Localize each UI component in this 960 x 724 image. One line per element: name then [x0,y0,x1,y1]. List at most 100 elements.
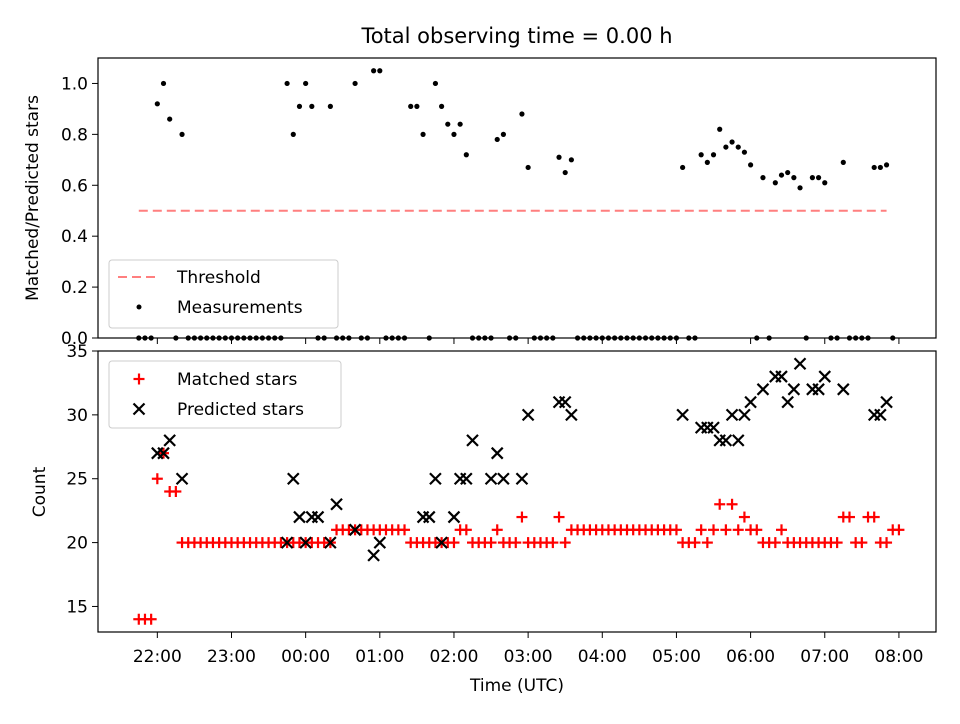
measurement-point [290,131,296,137]
measurement-point [593,335,599,341]
predicted-star-point-stroke [287,472,300,486]
matched-star-point [145,613,157,625]
predicted-star-point [793,357,807,371]
measurement-point [278,335,284,341]
measurement-point [235,335,241,341]
measurement-point [871,164,877,171]
measurement-point [210,335,216,341]
predicted-star-point [175,472,189,486]
predicted-stars-series [151,357,893,562]
predicted-star-point-stroke [756,383,770,396]
predicted-star-point [287,472,300,486]
measurement-point [364,335,371,341]
count-legend: Matched stars Predicted stars [108,360,342,429]
ratio-y-tick-label: 0.6 [61,176,88,196]
predicted-star-point-stroke [707,421,720,434]
predicted-star-point [787,383,801,396]
predicted-star-point [163,434,176,447]
predicted-star-point [497,472,510,486]
predicted-star-point-stroke [324,536,337,549]
measurement-point [828,335,834,341]
measurement-point [544,335,550,341]
matched-star-point [856,537,868,549]
matched-star-point [726,498,738,510]
measurement-point [822,180,828,186]
matched-star-point [738,511,750,523]
count-legend-box [108,360,342,429]
predicted-star-point-stroke [744,395,757,409]
matched-star-point [708,524,720,536]
predicted-star-point [756,383,770,396]
predicted-star-point-stroke [311,510,325,524]
predicted-star-point [330,497,343,511]
matched-star-point [516,511,528,523]
measurement-point [340,335,346,341]
predicted-star-point-stroke [874,408,887,422]
x-tick-label: 06:00 [726,647,775,667]
matched-star-point [831,537,843,549]
count-y-tick-label: 30 [66,406,88,426]
measurement-point [426,335,432,341]
measurement-point [247,335,253,341]
ratio-y-tick-label: 0.8 [61,125,88,145]
measurement-point [778,172,785,178]
predicted-star-point-stroke [515,472,529,486]
predicted-star-point [348,523,362,537]
measurement-point [457,121,463,127]
predicted-star-point-stroke [447,510,461,524]
measurement-point [179,131,185,137]
x-tick-label: 08:00 [874,647,923,667]
measurement-point [642,335,649,341]
count-panel: 15 20 25 30 35 22:00 23:00 00:00 01:00 02:00 03:0… [30,342,937,696]
measurement-point [605,335,612,341]
matched-star-point [399,524,411,536]
predicted-star-point [707,421,720,434]
measurement-point [568,157,574,163]
predicted-star-point-stroke [880,395,893,409]
predicted-star-point [422,510,436,524]
measurement-point [265,335,272,341]
predicted-star-point [367,549,380,562]
count-y-tick-label: 35 [66,342,88,362]
ratio-legend: Threshold Measurements [108,259,339,329]
measurement-point [618,335,624,341]
measurement-point [296,103,303,109]
measurement-point [259,335,265,341]
measurement-point [853,335,859,341]
measurement-point [636,335,642,341]
measurement-point [840,159,846,165]
predicted-star-point [812,383,825,396]
measurement-point [494,136,500,143]
predicted-star-point [565,408,578,422]
matched-star-point [485,537,497,549]
measurement-point [630,335,636,341]
predicted-star-point-stroke [676,408,689,422]
measurement-point [309,103,315,109]
measurement-point [791,175,797,181]
measurement-point [352,80,358,87]
predicted-star-point [490,446,504,460]
measurement-point [772,180,778,186]
measurement-point [185,335,191,341]
predicted-star-point [781,395,794,409]
legend-matched-marker [133,373,145,385]
predicted-star-point [775,370,788,383]
predicted-star-point [311,510,325,524]
measurement-point [686,335,692,341]
predicted-star-point-stroke [280,536,294,549]
x-tick-label: 22:00 [133,647,182,667]
x-tick-label: 03:00 [504,647,553,667]
measurement-point [241,335,247,341]
predicted-star-point-stroke [719,434,733,447]
predicted-star-point-stroke [348,523,362,537]
predicted-star-point-stroke [460,472,473,486]
predicted-star-point-stroke [293,510,306,524]
count-x-axis: 22:00 23:00 00:00 01:00 02:00 03:00 04:00 05:00… [133,632,923,667]
measurement-point [661,335,667,341]
measurement-point [272,335,278,341]
measurement-point [550,335,556,341]
measurements-series [136,68,896,341]
predicted-star-point [558,395,572,409]
measurement-point [883,162,890,168]
measurement-point [519,111,525,117]
